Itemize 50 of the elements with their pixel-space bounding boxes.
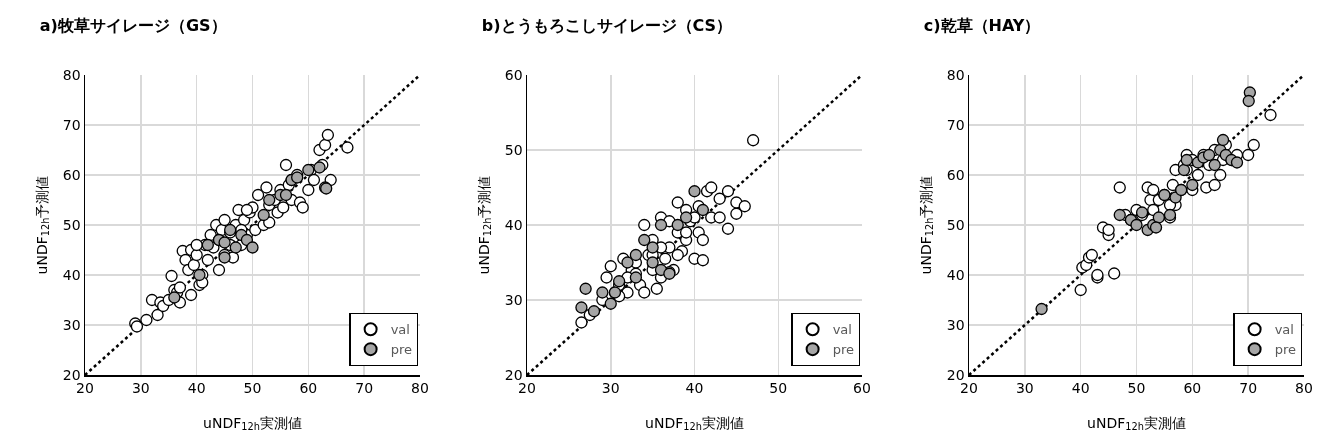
x-tick-label: 70	[355, 380, 374, 397]
y-tick-label: 60	[946, 166, 965, 183]
legend-label: pre	[1274, 342, 1296, 358]
x-tick-label: 40	[685, 380, 704, 397]
y-tick-label: 40	[62, 266, 81, 283]
x-tick-label: 30	[601, 380, 620, 397]
x-tick-label: 50	[769, 380, 788, 397]
y-tick-label: 50	[504, 141, 523, 158]
y-tick-label: 20	[504, 366, 523, 383]
chart-title: a)牧草サイレージ（GS）	[39, 16, 227, 36]
y-tick-label: 80	[946, 66, 965, 83]
legend-label: val	[832, 322, 852, 338]
x-tick-label: 20	[518, 380, 536, 397]
legend-label: pre	[832, 342, 854, 358]
y-tick-label: 50	[946, 216, 965, 233]
x-tick-label: 40	[187, 380, 206, 397]
x-axis-title: uNDF$_{12h}$実測値	[645, 414, 744, 433]
x-tick-label: 50	[243, 380, 262, 397]
x-tick-label: 20	[76, 380, 94, 397]
x-tick-label: 60	[299, 380, 318, 397]
legend-label: val	[390, 322, 410, 338]
y-tick-label: 60	[504, 66, 523, 83]
y-tick-label: 40	[504, 216, 523, 233]
y-tick-label: 70	[62, 116, 81, 133]
y-tick-label: 80	[62, 66, 81, 83]
x-tick-label: 50	[1127, 380, 1146, 397]
x-axis-title: uNDF$_{12h}$実測値	[203, 414, 302, 433]
y-tick-label: 30	[946, 316, 965, 333]
legend-label: val	[1274, 322, 1294, 338]
x-tick-label: 60	[1183, 380, 1202, 397]
y-tick-label: 20	[62, 366, 81, 383]
x-tick-label: 20	[960, 380, 978, 397]
x-axis-title: uNDF$_{12h}$実測値	[1087, 414, 1186, 433]
y-tick-label: 30	[504, 291, 523, 308]
chart-title: c)乾草（HAY）	[923, 16, 1041, 36]
y-tick-label: 60	[62, 166, 81, 183]
x-tick-label: 80	[1295, 380, 1313, 397]
y-tick-label: 20	[946, 366, 965, 383]
chart-title: b)とうもろこしサイレージ（CS）	[481, 16, 733, 36]
y-tick-label: 40	[946, 266, 965, 283]
legend-label: pre	[390, 342, 412, 358]
y-tick-label: 30	[62, 316, 81, 333]
x-tick-label: 60	[853, 380, 871, 397]
x-tick-label: 80	[411, 380, 429, 397]
x-tick-label: 30	[131, 380, 150, 397]
x-tick-label: 30	[1015, 380, 1034, 397]
y-tick-label: 50	[62, 216, 81, 233]
x-tick-label: 40	[1071, 380, 1090, 397]
x-tick-label: 70	[1239, 380, 1258, 397]
y-tick-label: 70	[946, 116, 965, 133]
